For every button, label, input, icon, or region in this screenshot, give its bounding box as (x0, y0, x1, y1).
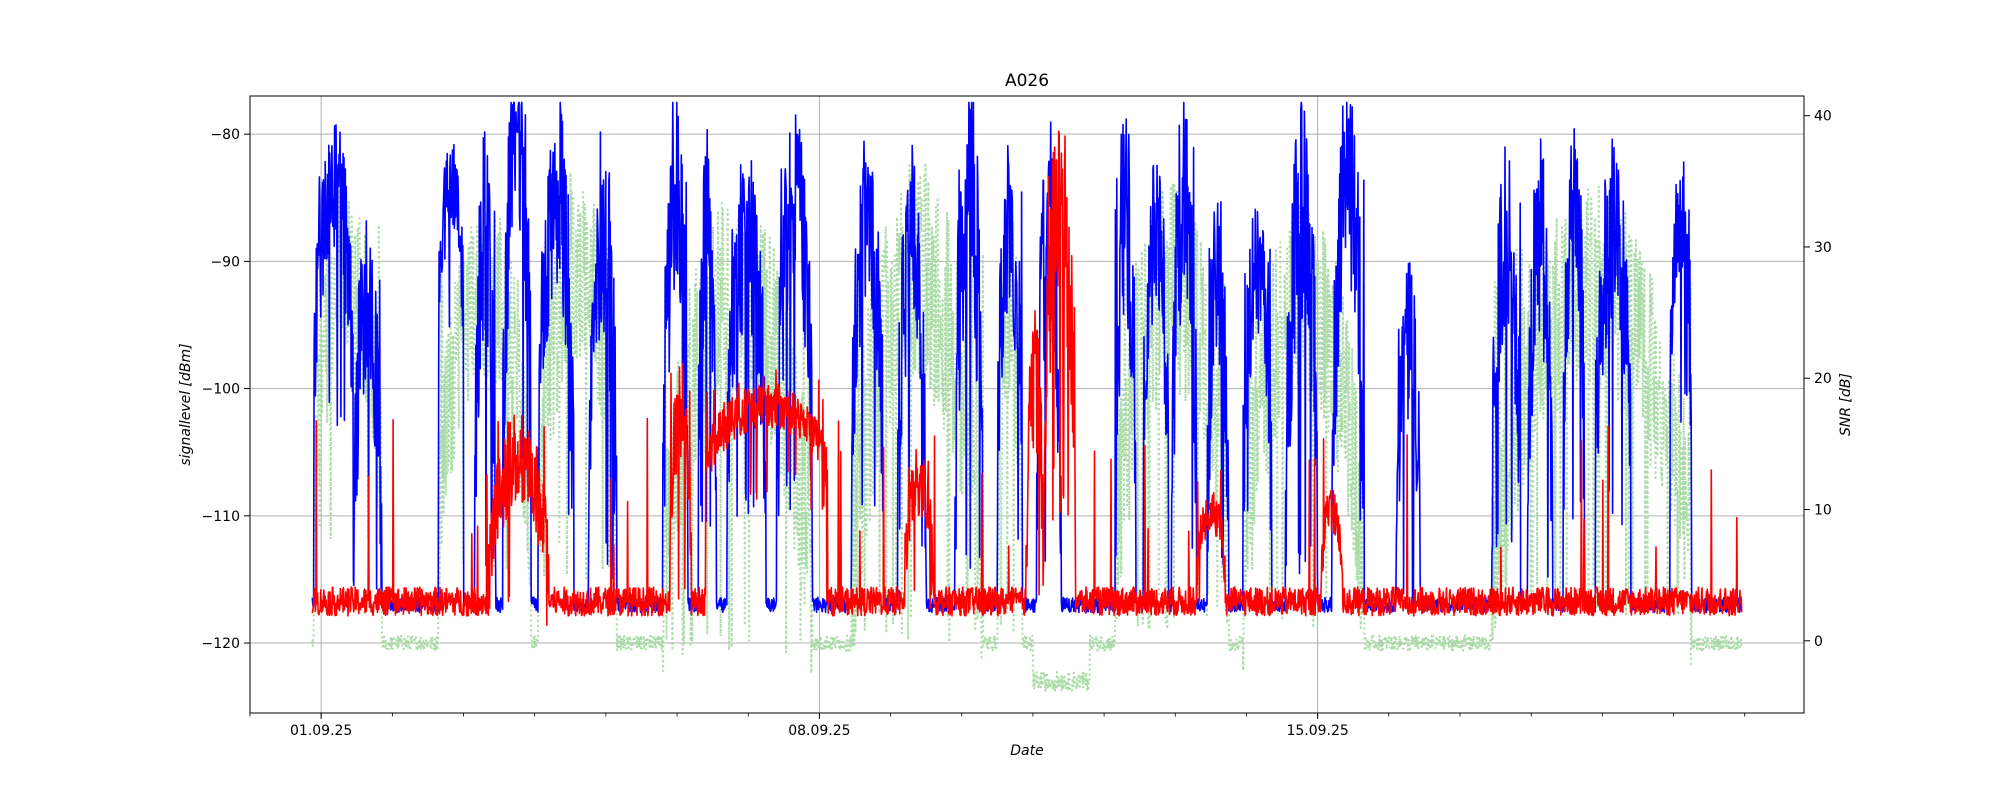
x-tick-label: 08.09.25 (788, 723, 850, 739)
y2-axis-label: SNR [dB] (1838, 373, 1854, 436)
y2-tick-label: 30 (1814, 240, 1832, 256)
y-tick-label: −120 (202, 636, 240, 652)
series-line (311, 101, 1743, 614)
y-tick-label: −110 (202, 509, 240, 525)
y-tick-label: −100 (202, 382, 240, 398)
x-tick-label: 15.09.25 (1286, 723, 1348, 739)
y2-tick-label: 10 (1814, 503, 1832, 519)
chart-title: A026 (1005, 71, 1049, 91)
plot-lines (311, 101, 1743, 692)
y-axis-label: signallevel [dBm] (178, 343, 194, 465)
x-axis-label: Date (1010, 743, 1043, 759)
y2-tick-label: 40 (1814, 109, 1832, 125)
series-line (311, 130, 1743, 626)
axes-frame (249, 95, 1805, 714)
y2-tick-label: 20 (1814, 371, 1832, 387)
ticks: 01.09.25 08.09.25 15.09.25 −80 −90 −100 −110 −1… (202, 109, 1832, 739)
y2-tick-label: 0 (1814, 634, 1823, 650)
x-tick-label: 01.09.25 (290, 723, 352, 739)
y-tick-label: −90 (210, 254, 240, 270)
y-tick-label: −80 (210, 127, 240, 143)
